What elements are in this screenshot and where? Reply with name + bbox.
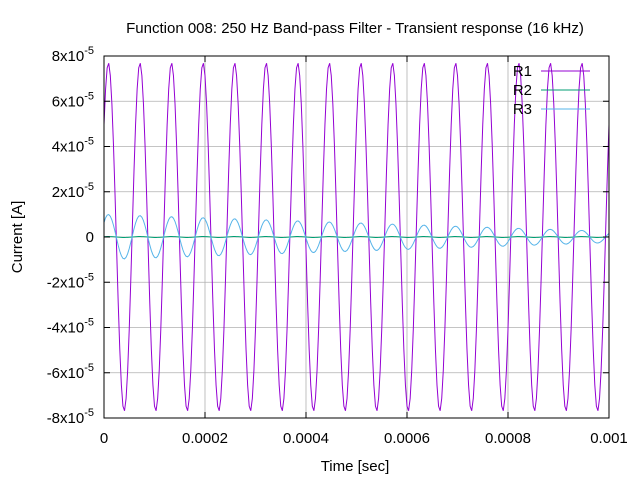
y-tick-labels: 8x10-56x10-54x10-52x10-50-2x10-5-4x10-5-…	[47, 45, 94, 427]
y-tick-mantissa: 4x10	[52, 139, 85, 156]
y-tick-label: 0	[86, 229, 94, 246]
y-tick-exponent: -5	[84, 181, 94, 193]
y-tick-mantissa: -4x10	[47, 320, 85, 337]
x-axis-label: Time [sec]	[321, 458, 390, 475]
x-tick-label: 0	[100, 430, 108, 447]
series-layer	[103, 63, 610, 411]
x-tick-label: 0.0008	[485, 430, 531, 447]
y-tick-label: 8x10-5	[52, 45, 94, 65]
y-tick-label: -4x10-5	[47, 317, 94, 337]
x-tick-label: 0.0006	[384, 430, 430, 447]
y-tick-mantissa: 8x10	[52, 48, 85, 65]
y-tick-exponent: -5	[84, 317, 94, 329]
chart-title: Function 008: 250 Hz Band-pass Filter - …	[126, 20, 584, 37]
x-tick-labels: 0 0.0002 0.0004 0.0006 0.0008 0.001	[100, 430, 628, 447]
y-tick-mantissa: -2x10	[47, 274, 85, 291]
x-tick-label: 0.001	[590, 430, 628, 447]
y-tick-exponent: -5	[84, 407, 94, 419]
legend-label: R1	[513, 63, 532, 80]
y-tick-exponent: -5	[84, 90, 94, 102]
y-tick-label: -2x10-5	[47, 271, 94, 291]
y-tick-mantissa: -6x10	[47, 365, 85, 382]
y-tick-exponent: -5	[84, 45, 94, 57]
y-tick-mantissa: 0	[86, 229, 94, 246]
y-axis-label: Current [A]	[9, 201, 26, 274]
y-tick-label: -8x10-5	[47, 407, 94, 427]
ticks	[103, 55, 610, 419]
y-tick-mantissa: -8x10	[47, 410, 85, 427]
y-tick-label: 4x10-5	[52, 136, 94, 156]
y-tick-mantissa: 2x10	[52, 184, 85, 201]
legend-label: R3	[513, 101, 532, 118]
y-tick-mantissa: 6x10	[52, 93, 85, 110]
y-tick-label: -6x10-5	[47, 362, 94, 382]
y-tick-exponent: -5	[84, 271, 94, 283]
y-tick-label: 2x10-5	[52, 181, 94, 201]
y-tick-exponent: -5	[84, 362, 94, 374]
x-tick-label: 0.0004	[283, 430, 329, 447]
x-tick-label: 0.0002	[182, 430, 228, 447]
series-r1-line	[103, 63, 610, 411]
series-r3-line	[103, 214, 610, 260]
y-tick-exponent: -5	[84, 136, 94, 148]
legend: R1 R2 R3	[513, 63, 590, 118]
y-tick-label: 6x10-5	[52, 90, 94, 110]
series-r2-line	[103, 236, 610, 238]
legend-label: R2	[513, 82, 532, 99]
